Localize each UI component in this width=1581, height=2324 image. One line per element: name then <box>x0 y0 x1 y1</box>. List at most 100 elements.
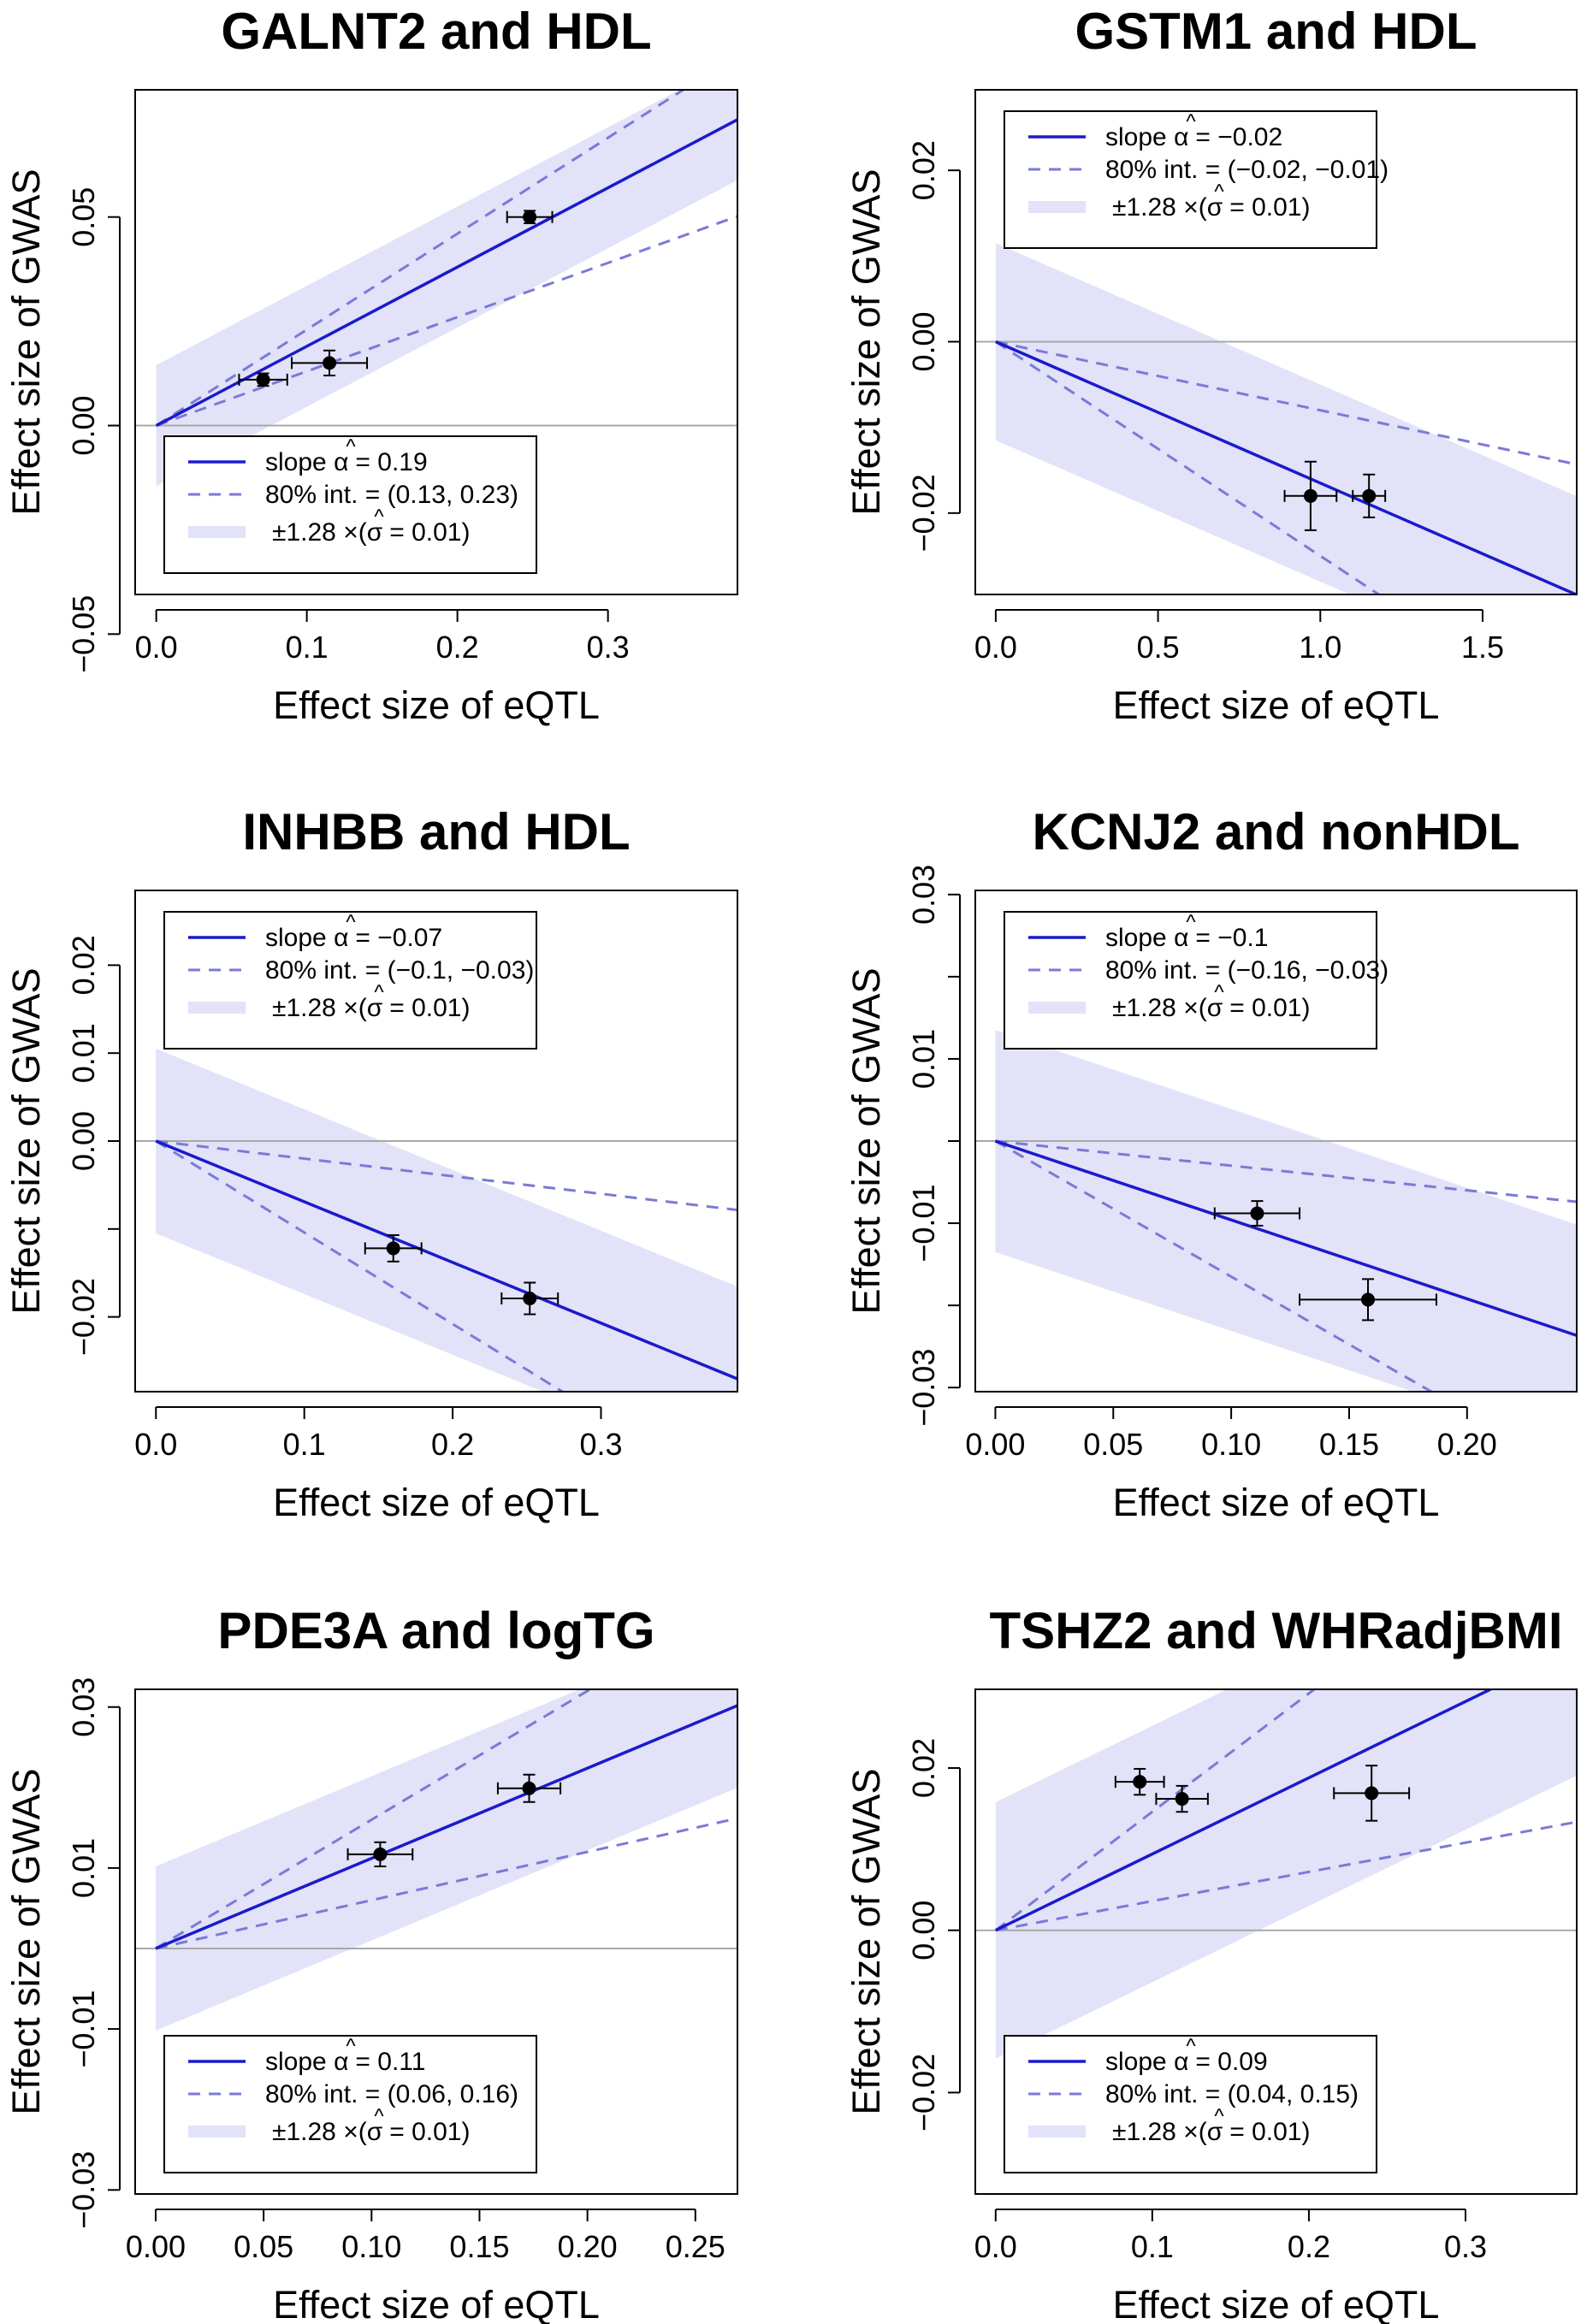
chart-2-y-label: Effect size of GWAS <box>844 169 888 515</box>
chart-6-title: TSHZ2 and WHRadjBMI <box>990 1602 1563 1659</box>
chart-1-panel: 0.0 0.1 0.2 0.3 −0.05 0.00 0.05 GALNT2 and HDL E… <box>4 3 738 727</box>
chart-6-y-tick-label-2: 0.00 <box>906 1901 941 1960</box>
chart-5-point-1-marker <box>373 1847 388 1861</box>
chart-3-legend-sigma-symbol: σ <box>367 994 383 1022</box>
chart-1-legend-slope-label: slope <box>265 448 334 476</box>
chart-4-interval-line-1 <box>994 1139 1435 1392</box>
chart-4-x-tick-label-2: 0.05 <box>1083 1427 1143 1462</box>
chart-2-title: GSTM1 and HDL <box>1075 3 1477 60</box>
chart-5-panel: 0.00 0.05 0.10 0.15 0.20 0.25 −0.03 −0.01 0.01 0.… <box>4 1602 738 2324</box>
chart-3-point-2 <box>500 1281 560 1316</box>
chart-6-band <box>995 1689 1577 2059</box>
chart-5-legend-slope-value: = 0.11 <box>355 2048 425 2076</box>
chart-4-band <box>995 1030 1577 1392</box>
chart-1-y-tick-label-1: −0.05 <box>66 595 101 673</box>
chart-1-y-axis: −0.05 0.00 0.05 <box>66 187 121 673</box>
chart-4-panel: 0.00 0.05 0.10 0.15 0.20 −0.03 −0.01 0.01 0.03 KC… <box>844 803 1578 1524</box>
chart-1-y-tick-label-3: 0.05 <box>66 187 101 247</box>
chart-6-interval-line-1 <box>995 1820 1577 1932</box>
chart-1-legend-band-prefix: ±1.28 ×( <box>272 518 367 547</box>
chart-6-point-3 <box>1333 1765 1411 1822</box>
chart-4-point-1 <box>1213 1200 1301 1227</box>
chart-4-title: KCNJ2 and nonHDL <box>1033 803 1520 860</box>
chart-5-legend-band-value: = 0.01) <box>389 2118 470 2146</box>
chart-2-legend-band-text: ±1.28 ×(σ = 0.01) <box>1112 193 1310 222</box>
chart-1-point-3 <box>506 210 554 225</box>
chart-3-legend-alpha-symbol: α <box>334 924 348 952</box>
chart-5-plot-area <box>135 1689 737 2031</box>
chart-6-legend-sigma-symbol: σ <box>1207 2118 1223 2146</box>
chart-5-legend-slope-text: slope α = 0.11 <box>265 2048 425 2076</box>
chart-2-point-1-marker <box>1303 488 1318 503</box>
chart-5-title: PDE3A and logTG <box>217 1602 654 1659</box>
chart-4-frame <box>974 890 1578 1393</box>
chart-6-legend: slope α = 0.09^80% int. = (0.04, 0.15)±1.… <box>1004 2035 1377 2173</box>
chart-6-legend-band-text: ±1.28 ×(σ = 0.01) <box>1112 2118 1310 2146</box>
chart-4-x-tick-label-4: 0.15 <box>1319 1427 1379 1462</box>
chart-3-x-tick-label-3: 0.2 <box>431 1427 474 1462</box>
chart-1-legend-band-text: ±1.28 ×(σ = 0.01) <box>272 518 470 547</box>
chart-2-plot-area <box>975 243 1577 594</box>
chart-1-legend-sigma-symbol: σ <box>367 518 383 547</box>
chart-2-slope-line <box>995 340 1577 594</box>
chart-2-legend-alpha-symbol: α <box>1174 123 1188 151</box>
chart-6-x-axis: 0.0 0.1 0.2 0.3 <box>974 2209 1487 2264</box>
chart-5-legend-box <box>163 2035 537 2173</box>
chart-2-point-2 <box>1352 473 1387 518</box>
chart-5-frame <box>134 1688 738 2195</box>
chart-4-legend-sigma-hat: ^ <box>1214 981 1224 1004</box>
chart-6-point-2 <box>1155 1784 1209 1813</box>
chart-1-legend-alpha-hat: ^ <box>346 435 356 458</box>
chart-6-legend-slope-value: = 0.09 <box>1195 2048 1267 2076</box>
chart-6-legend-slope-label: slope <box>1105 2048 1174 2076</box>
chart-2-x-tick-label-4: 1.5 <box>1461 630 1504 665</box>
chart-1-legend-slope-value: = 0.19 <box>355 448 427 476</box>
chart-2-legend: slope α = −0.02^80% int. = (−0.02, −0.01)… <box>1004 110 1389 249</box>
chart-4-x-label: Effect size of eQTL <box>1113 1481 1440 1524</box>
chart-3-point-1 <box>364 1234 423 1263</box>
chart-4-interval-line-2 <box>995 1139 1577 1203</box>
chart-5-y-tick-label-2: −0.01 <box>66 1990 101 2068</box>
chart-1-band <box>156 90 737 487</box>
chart-2-point-1 <box>1283 460 1338 531</box>
chart-3-legend: slope α = −0.07^80% int. = (−0.1, −0.03)±… <box>163 911 537 1050</box>
chart-3-point-1-marker <box>386 1241 400 1256</box>
chart-4-x-axis: 0.00 0.05 0.10 0.15 0.20 <box>965 1406 1497 1462</box>
chart-6-point-1-marker <box>1133 1775 1147 1789</box>
chart-4-legend-band-value: = 0.01) <box>1229 994 1310 1022</box>
chart-5-x-tick-label-5: 0.20 <box>558 2229 618 2264</box>
chart-3-plot-area <box>135 1049 737 1392</box>
chart-4-legend-sigma-symbol: σ <box>1207 994 1223 1022</box>
chart-4-legend-interval-text: 80% int. = (−0.16, −0.03) <box>1105 956 1389 985</box>
chart-6-legend-sigma-hat: ^ <box>1214 2105 1224 2128</box>
chart-4-legend-slope-value: = −0.1 <box>1195 924 1268 952</box>
chart-3-x-tick-label-4: 0.3 <box>579 1427 622 1462</box>
chart-5-legend: slope α = 0.11^80% int. = (0.06, 0.16)±1.… <box>163 2035 537 2173</box>
chart-2-interval-line-1 <box>995 340 1382 594</box>
chart-2-legend-slope-text: slope α = −0.02 <box>1105 123 1282 151</box>
chart-1-x-tick-label-2: 0.1 <box>286 630 329 665</box>
chart-2-y-tick-label-3: 0.02 <box>906 140 941 200</box>
chart-4-legend-band-prefix: ±1.28 ×( <box>1112 994 1207 1022</box>
chart-1-point-1-marker <box>256 372 270 387</box>
chart-4-point-2 <box>1299 1278 1437 1322</box>
chart-2-x-tick-label-1: 0.0 <box>974 630 1017 665</box>
chart-1-y-tick-label-2: 0.00 <box>66 395 101 455</box>
chart-1-x-tick-label-1: 0.0 <box>135 630 178 665</box>
chart-3-x-axis: 0.0 0.1 0.2 0.3 <box>134 1406 622 1462</box>
chart-3-y-tick-label-1: −0.02 <box>66 1278 101 1356</box>
chart-2-y-tick-label-2: 0.00 <box>906 311 941 371</box>
chart-5-point-2 <box>496 1773 562 1803</box>
chart-1-x-axis: 0.0 0.1 0.2 0.3 <box>135 609 630 665</box>
chart-2-interval-line-2 <box>995 340 1577 466</box>
chart-4-plot-area <box>975 1030 1577 1392</box>
chart-1-point-1 <box>238 372 288 387</box>
chart-4-legend-alpha-symbol: α <box>1174 924 1188 952</box>
chart-4-point-1-marker <box>1250 1206 1264 1221</box>
chart-3-slope-line <box>155 1139 737 1381</box>
chart-5-x-label: Effect size of eQTL <box>273 2283 600 2324</box>
chart-1-point-2-marker <box>323 356 337 370</box>
chart-2-legend-interval-text: 80% int. = (−0.02, −0.01) <box>1105 156 1389 184</box>
chart-4-y-tick-label-7: 0.03 <box>906 865 941 925</box>
